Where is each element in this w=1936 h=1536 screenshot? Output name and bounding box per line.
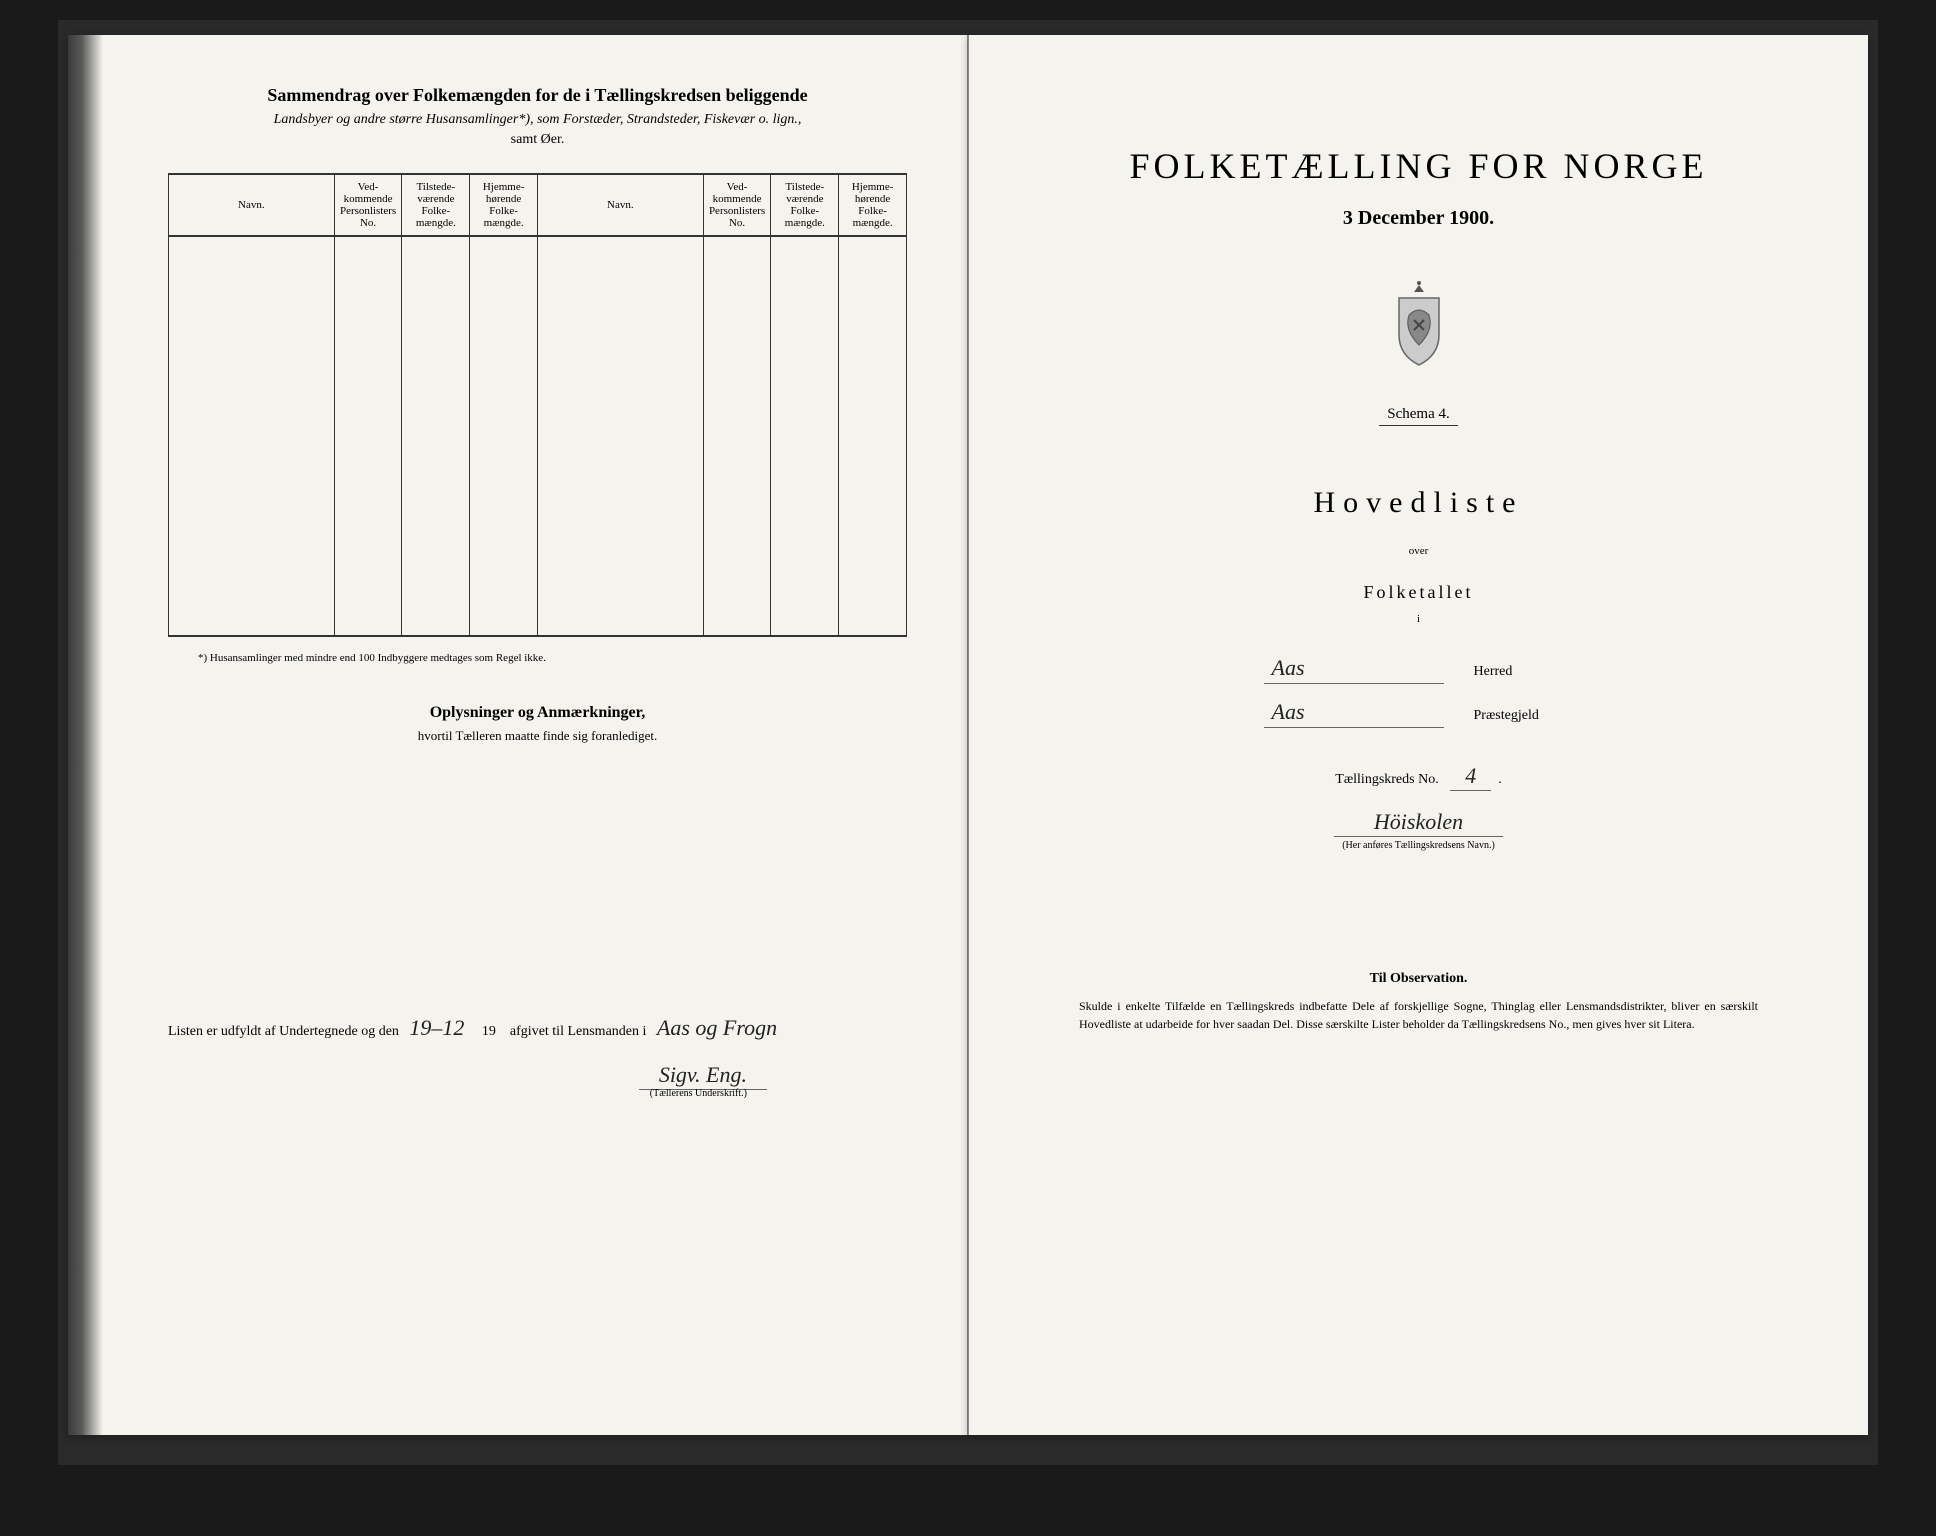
left-subtitle: Landsbyer og andre større Husansamlinger… [168, 112, 907, 128]
coat-of-arms-icon [1384, 280, 1454, 370]
left-header: Sammendrag over Folkemængden for de i Tæ… [168, 85, 907, 148]
schema-label: Schema 4. [1379, 406, 1457, 426]
bottom-fill-line: Listen er udfyldt af Undertegnede og den… [168, 1004, 907, 1052]
mid-section: Oplysninger og Anmærkninger, hvortil Tæl… [168, 704, 907, 744]
signature-line: Sigv. Eng. [168, 1062, 767, 1088]
i-text: i [1029, 613, 1808, 625]
prestegjeld-label: Præstegjeld [1474, 708, 1574, 724]
kreds-no: 4 [1450, 763, 1491, 791]
kreds-caption: (Her anføres Tællingskredsens Navn.) [1029, 840, 1808, 851]
th-hjemme-2: Hjemme-hørende Folke-mængde. [839, 174, 907, 236]
th-navn-2: Navn. [537, 174, 703, 236]
table-row [169, 336, 907, 386]
kreds-row: Tællingskreds No. 4 . [1029, 763, 1808, 789]
table-row [169, 586, 907, 636]
table-row [169, 386, 907, 436]
right-page: FOLKETÆLLING FOR NORGE 3 December 1900. … [968, 35, 1868, 1435]
th-navn-1: Navn. [169, 174, 335, 236]
kreds-name-row: Höiskolen [1029, 809, 1808, 835]
kreds-label: Tællingskreds No. [1335, 772, 1438, 787]
bottom-year-prefix: 19 [482, 1024, 496, 1039]
kreds-name: Höiskolen [1334, 809, 1503, 837]
th-hjemme-1: Hjemme-hørende Folke-mængde. [470, 174, 538, 236]
herred-label: Herred [1474, 664, 1574, 680]
prestegjeld-row: Aas Præstegjeld [1029, 699, 1808, 728]
observation-text: Skulde i enkelte Tilfælde en Tællingskre… [1029, 997, 1808, 1033]
right-date: 3 December 1900. [1029, 207, 1808, 230]
th-tilstede-1: Tilstede-værende Folke-mængde. [402, 174, 470, 236]
bottom-text-1: Listen er udfyldt af Undertegnede og den [168, 1024, 399, 1039]
th-personlisters-2: Ved-kommende Personlisters No. [703, 174, 771, 236]
bottom-date: 19–12 [409, 1015, 464, 1040]
th-personlisters-1: Ved-kommende Personlisters No. [334, 174, 402, 236]
table-row [169, 486, 907, 536]
summary-table: Navn. Ved-kommende Personlisters No. Til… [168, 173, 907, 637]
mid-title: Oplysninger og Anmærkninger, [168, 704, 907, 722]
observation-title: Til Observation. [1029, 971, 1808, 987]
over-text: over [1029, 545, 1808, 557]
herred-row: Aas Herred [1029, 655, 1808, 684]
left-title: Sammendrag over Folkemængden for de i Tæ… [168, 85, 907, 106]
herred-value: Aas [1264, 655, 1444, 684]
book-spread: Sammendrag over Folkemængden for de i Tæ… [58, 20, 1878, 1465]
folketallet-label: Folketallet [1029, 582, 1808, 603]
table-row [169, 236, 907, 286]
table-row [169, 286, 907, 336]
signature-caption: (Tællerens Underskrift.) [168, 1088, 747, 1099]
observation-section: Til Observation. Skulde i enkelte Tilfæl… [1029, 971, 1808, 1033]
left-page: Sammendrag over Folkemængden for de i Tæ… [68, 35, 968, 1435]
table-row [169, 436, 907, 486]
hovedliste-title: Hovedliste [1029, 486, 1808, 520]
bottom-place: Aas og Frogn [657, 1015, 777, 1040]
th-tilstede-2: Tilstede-værende Folke-mængde. [771, 174, 839, 236]
right-title: FOLKETÆLLING FOR NORGE [1029, 145, 1808, 187]
signature: Sigv. Eng. [639, 1062, 767, 1090]
spine-shadow [68, 35, 103, 1435]
prestegjeld-value: Aas [1264, 699, 1444, 728]
mid-sub: hvortil Tælleren maatte finde sig foranl… [168, 728, 907, 744]
table-row [169, 536, 907, 586]
bottom-text-3: afgivet til Lensmanden i [510, 1024, 646, 1039]
footnote: *) Husansamlinger med mindre end 100 Ind… [198, 652, 907, 664]
left-subtitle2: samt Øer. [168, 132, 907, 148]
